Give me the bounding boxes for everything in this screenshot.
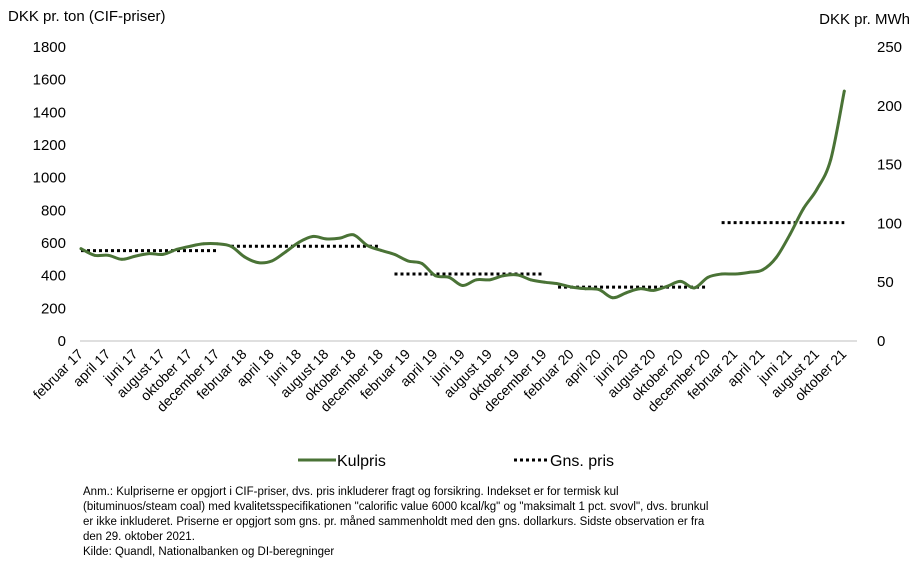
y-left-tick-label: 1800 xyxy=(33,39,66,56)
footnote-line: den 29. oktober 2021. xyxy=(83,531,195,543)
kulpris-point xyxy=(747,271,751,274)
y-left-tick-label: 400 xyxy=(41,268,66,285)
kulpris-point xyxy=(461,284,464,287)
y-right-tick-label: 150 xyxy=(877,157,902,174)
y-left-tick-label: 1000 xyxy=(33,170,66,187)
legend-kulpris-label: Kulpris xyxy=(337,453,386,470)
y-right-tick-label: 50 xyxy=(877,274,894,291)
y-right-tick-label: 100 xyxy=(877,215,902,232)
kulpris-point xyxy=(693,286,696,290)
kulpris-point xyxy=(434,274,437,278)
kulpris-point xyxy=(583,287,587,291)
kulpris-point xyxy=(420,262,424,265)
kulpris-point xyxy=(474,278,478,282)
y-right-tick-label: 200 xyxy=(877,98,902,115)
kulpris-point xyxy=(79,247,83,251)
kulpris-point xyxy=(774,256,778,260)
kulpris-point xyxy=(665,284,669,288)
kulpris-point xyxy=(447,275,451,279)
y-left-tick-label: 1400 xyxy=(33,104,66,121)
kulpris-point xyxy=(679,280,683,283)
kulpris-point xyxy=(120,257,124,261)
kulpris-point xyxy=(311,235,315,238)
kulpris-point xyxy=(229,244,233,248)
kulpris-line-group xyxy=(79,89,846,300)
kulpris-point xyxy=(815,187,819,191)
kulpris-point xyxy=(515,273,519,277)
kulpris-point xyxy=(393,253,396,256)
kulpris-point xyxy=(188,244,192,248)
kulpris-point xyxy=(93,253,96,257)
kulpris-point xyxy=(488,278,492,282)
footnote-line: Anm.: Kulpriserne er opgjort i CIF-prise… xyxy=(83,486,619,498)
average-price-lines xyxy=(81,221,845,289)
y-left-tick-label: 1600 xyxy=(33,72,66,89)
kulpris-point xyxy=(406,259,410,263)
y-right-tick-label: 250 xyxy=(877,39,902,56)
kulpris-point xyxy=(202,242,206,246)
y-right-ticks: 0 50 100 150 200 250 xyxy=(877,39,902,350)
kulpris-point xyxy=(570,285,574,289)
kulpris-point xyxy=(379,248,383,252)
kulpris-point xyxy=(761,268,764,272)
y-left-axis-title: DKK pr. ton (CIF-priser) xyxy=(8,8,166,25)
footnote-line: er ikke inkluderet. Priserne er opgjort … xyxy=(83,516,705,528)
kulpris-point xyxy=(829,158,833,162)
kulpris-point xyxy=(624,291,628,295)
kulpris-point xyxy=(297,240,301,244)
kulpris-point xyxy=(802,207,805,211)
y-left-tick-label: 800 xyxy=(41,202,66,219)
kulpris-point xyxy=(733,272,737,276)
kulpris-point xyxy=(338,236,342,240)
kulpris-point xyxy=(256,261,260,264)
kulpris-point xyxy=(788,233,792,237)
footnote: Anm.: Kulpriserne er opgjort i CIF-prise… xyxy=(83,485,883,560)
y-left-ticks: 0 200 400 600 800 1000 1200 1400 1600 1800 xyxy=(33,39,66,350)
kulpris-point xyxy=(106,253,110,257)
kulpris-point xyxy=(352,233,355,237)
y-left-tick-label: 600 xyxy=(41,235,66,252)
kulpris-point xyxy=(147,252,151,256)
kulpris-point xyxy=(543,280,546,284)
y-right-tick-label: 0 xyxy=(877,333,885,350)
kulpris-point xyxy=(365,244,369,247)
legend-gns-label: Gns. pris xyxy=(550,453,614,470)
y-left-tick-label: 0 xyxy=(58,333,66,350)
kulpris-point xyxy=(842,89,846,93)
kulpris-point xyxy=(720,272,723,276)
y-left-tick-label: 1200 xyxy=(33,137,66,154)
kulpris-point xyxy=(638,287,642,291)
source-line: Kilde: Quandl, Nationalbanken og DI-bere… xyxy=(83,546,335,558)
kulpris-point xyxy=(652,289,655,292)
kulpris-point xyxy=(556,282,560,286)
kulpris-point xyxy=(284,250,287,254)
footnote-line: (bituminuos/steam coal) med kvalitetsspe… xyxy=(83,501,709,513)
y-left-tick-label: 200 xyxy=(41,300,66,317)
kulpris-point xyxy=(175,248,178,251)
kulpris-point xyxy=(161,253,165,256)
kulpris-point xyxy=(324,237,328,241)
kulpris-point xyxy=(611,296,614,300)
kulpris-point xyxy=(215,242,219,246)
y-right-axis-title: DKK pr. MWh xyxy=(819,11,910,28)
kulpris-point xyxy=(243,255,247,259)
kulpris-point xyxy=(597,288,601,291)
kulpris-point xyxy=(134,254,137,258)
kulpris-point xyxy=(502,274,505,278)
kulpris-line xyxy=(79,89,846,300)
kulpris-point xyxy=(270,259,274,263)
kulpris-point xyxy=(529,278,533,282)
legend: Kulpris Gns. pris xyxy=(298,453,614,470)
kulpris-point xyxy=(706,275,710,279)
